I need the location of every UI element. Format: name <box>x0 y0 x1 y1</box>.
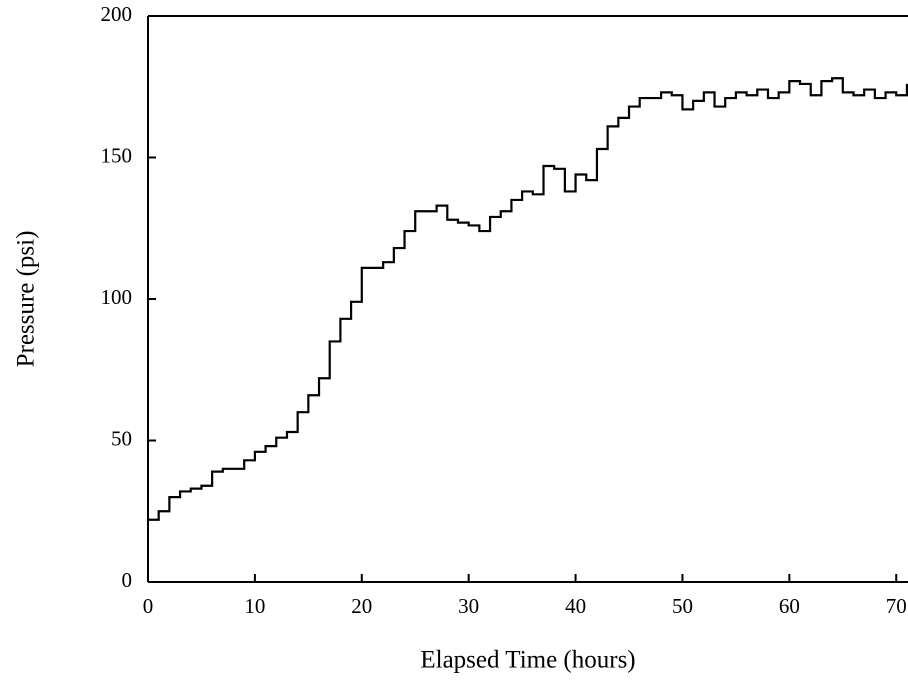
data-line <box>148 77 908 521</box>
x-tick-label: 50 <box>672 594 693 618</box>
x-tick-label: 70 <box>886 594 907 618</box>
y-axis-label: Pressure (psi) <box>13 231 40 368</box>
x-tick-label: 30 <box>458 594 479 618</box>
x-tick-label: 10 <box>244 594 265 618</box>
y-tick-label: 200 <box>101 2 133 26</box>
y-tick-label: 0 <box>122 568 133 592</box>
x-tick-label: 40 <box>565 594 586 618</box>
x-tick-label: 0 <box>143 594 154 618</box>
y-tick-label: 150 <box>101 143 133 167</box>
x-tick-label: 20 <box>351 594 372 618</box>
x-tick-label: 60 <box>779 594 800 618</box>
y-tick-label: 100 <box>101 285 133 309</box>
x-axis-label: Elapsed Time (hours) <box>420 647 635 674</box>
y-tick-label: 50 <box>111 426 132 450</box>
